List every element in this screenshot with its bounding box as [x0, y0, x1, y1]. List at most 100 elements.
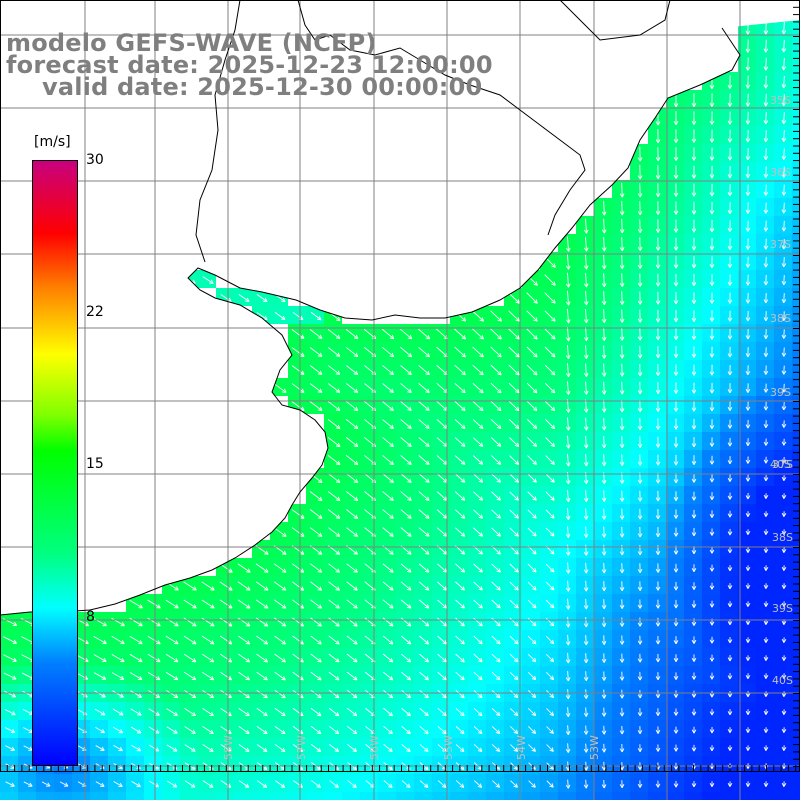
wind-arrow [544, 310, 556, 322]
wind-arrow [309, 527, 323, 537]
wind-arrow [709, 201, 715, 215]
wind-arrow [328, 581, 340, 591]
wind-arrow [345, 455, 359, 466]
wind-arrow [601, 200, 607, 216]
wind-arrow [727, 437, 733, 447]
wind-arrow [455, 617, 465, 627]
wind-arrow [745, 401, 751, 411]
wind-arrow [655, 201, 661, 215]
wind-arrow [781, 547, 787, 553]
wind-arrow [274, 744, 286, 753]
wind-arrow [509, 653, 519, 663]
lat-label: 40S [772, 674, 793, 687]
wind-arrow [256, 671, 268, 681]
wind-arrow [329, 744, 340, 753]
wind-arrow [401, 689, 411, 699]
forecast-date: forecast date: 2025-12-23 12:00:00 [6, 51, 493, 79]
wind-arrow [400, 437, 412, 447]
wind-arrow [490, 310, 502, 322]
wind-arrow [781, 511, 787, 517]
wind-arrow [709, 600, 715, 608]
wind-arrow [383, 780, 393, 788]
wind-arrow [709, 546, 715, 554]
wind-arrow [112, 690, 124, 698]
wind-arrow [544, 346, 556, 358]
wind-arrow [510, 744, 519, 752]
wind-arrow [583, 508, 589, 520]
wind-arrow [147, 671, 161, 681]
valid-date: valid date: 2025-12-30 00:00:00 [42, 73, 483, 101]
wind-arrow [727, 93, 733, 107]
wind-arrow [691, 400, 697, 412]
wind-arrow [111, 599, 125, 609]
wind-arrow [691, 219, 697, 233]
wind-arrow [781, 781, 787, 787]
wind-arrow [473, 635, 483, 645]
lat-label: 36S [770, 166, 791, 179]
wind-arrow [491, 473, 501, 483]
wind-arrow [510, 726, 519, 734]
wind-arrow [274, 671, 286, 681]
wind-arrow [781, 420, 787, 428]
wind-arrow [727, 238, 733, 250]
wind-arrow [565, 562, 571, 574]
wind-arrow [727, 166, 733, 179]
wind-arrow [328, 689, 340, 699]
wind-arrow [637, 726, 643, 735]
wind-arrow [601, 363, 607, 377]
wind-arrow [583, 707, 589, 717]
wind-arrow [745, 220, 751, 232]
wind-arrow [745, 781, 751, 787]
wind-arrow [419, 744, 429, 753]
wind-arrow [455, 726, 465, 735]
wind-arrow [238, 653, 251, 663]
wind-arrow [781, 673, 787, 679]
wind-arrow [673, 563, 679, 573]
wind-arrow [619, 327, 625, 341]
wind-arrow [583, 218, 589, 234]
wind-arrow [709, 528, 715, 536]
wind-arrow [93, 635, 107, 645]
wind-arrow [328, 599, 340, 609]
wind-arrow [419, 780, 429, 788]
wind-arrow [781, 601, 787, 607]
wind-arrow [95, 781, 105, 787]
wind-arrow [781, 529, 787, 535]
wind-arrow [691, 437, 697, 448]
wind-arrow [583, 779, 589, 789]
wind-arrow [546, 744, 554, 752]
wind-arrow [637, 146, 643, 162]
wind-arrow [601, 218, 607, 234]
wind-arrow [691, 183, 697, 197]
wind-arrow [601, 508, 607, 520]
wind-arrow [130, 690, 142, 698]
wind-arrow [673, 454, 679, 466]
wind-arrow [601, 743, 607, 753]
wind-arrow [781, 112, 787, 125]
wind-arrow [565, 671, 571, 682]
wind-arrow [601, 599, 607, 610]
wind-arrow [473, 726, 483, 735]
wind-arrow [781, 383, 787, 393]
wind-arrow [709, 183, 715, 197]
wind-arrow [763, 311, 769, 322]
wind-arrow [673, 726, 679, 734]
wind-arrow [727, 129, 733, 143]
wind-arrow [508, 328, 520, 340]
wind-arrow [763, 39, 769, 53]
wind-arrow [763, 111, 769, 125]
wind-arrow [95, 745, 105, 751]
wind-arrow [601, 454, 607, 467]
wind-arrow [565, 616, 571, 628]
wind-arrow [546, 672, 555, 681]
wind-arrow [491, 635, 501, 645]
wind-arrow [619, 363, 625, 377]
wind-arrow [219, 581, 233, 591]
wind-arrow [201, 599, 215, 609]
wind-arrow [619, 707, 625, 717]
wind-arrow [184, 726, 196, 734]
wind-arrow [781, 347, 787, 357]
wind-arrow [291, 527, 305, 537]
wind-arrow [727, 528, 733, 536]
wind-arrow [5, 745, 15, 751]
